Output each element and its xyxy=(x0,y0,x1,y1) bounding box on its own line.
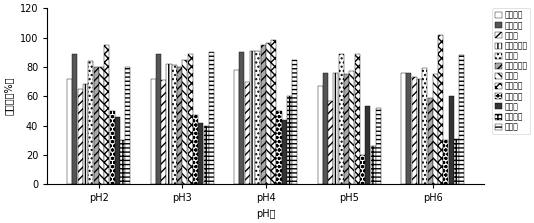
Bar xyxy=(193,115,198,184)
Bar xyxy=(93,67,99,184)
Bar xyxy=(73,54,77,184)
Bar xyxy=(282,120,287,184)
Bar xyxy=(239,52,245,184)
Bar xyxy=(209,52,214,184)
Bar xyxy=(339,54,344,184)
Bar xyxy=(245,82,250,184)
Bar xyxy=(104,45,109,184)
Bar xyxy=(183,60,187,184)
Bar xyxy=(428,98,433,184)
Bar xyxy=(167,64,171,184)
Bar xyxy=(187,54,193,184)
Bar xyxy=(443,140,449,184)
Bar xyxy=(333,73,339,184)
Bar xyxy=(198,123,203,184)
Bar xyxy=(293,60,297,184)
Legend: 磺胺嘧啶, 环丙沙星, 替硝唑, 磺胺甲恶唑, 氯霉素, 头孢呋辛酯, 酮洛芬, 甲芬那酸, 托芬那酸, 萘普生, 吡罗昔康, 舒林酸: 磺胺嘧啶, 环丙沙星, 替硝唑, 磺胺甲恶唑, 氯霉素, 头孢呋辛酯, 酮洛芬,… xyxy=(492,8,530,134)
Bar xyxy=(318,86,323,184)
Bar xyxy=(177,67,182,184)
Bar xyxy=(422,68,427,184)
Bar xyxy=(355,54,360,184)
Bar xyxy=(88,61,93,184)
Bar xyxy=(67,78,72,184)
Bar xyxy=(78,89,83,184)
Bar xyxy=(203,126,209,184)
X-axis label: pH値: pH値 xyxy=(256,209,276,219)
Bar xyxy=(156,54,161,184)
Bar xyxy=(83,85,88,184)
Bar xyxy=(344,74,349,184)
Bar xyxy=(115,117,120,184)
Y-axis label: 回收率（%）: 回收率（%） xyxy=(4,77,14,116)
Bar xyxy=(406,73,411,184)
Bar xyxy=(161,80,166,184)
Bar xyxy=(109,111,115,184)
Bar xyxy=(255,51,260,184)
Bar xyxy=(266,43,271,184)
Bar xyxy=(250,51,255,184)
Bar xyxy=(365,106,370,184)
Bar xyxy=(99,67,104,184)
Bar xyxy=(172,65,177,184)
Bar xyxy=(412,77,417,184)
Bar xyxy=(261,45,265,184)
Bar xyxy=(234,70,239,184)
Bar xyxy=(323,73,328,184)
Bar xyxy=(125,67,130,184)
Bar xyxy=(449,96,454,184)
Bar xyxy=(287,96,292,184)
Bar xyxy=(349,71,355,184)
Bar xyxy=(120,140,125,184)
Bar xyxy=(271,40,276,184)
Bar xyxy=(438,35,443,184)
Bar xyxy=(417,78,422,184)
Bar xyxy=(328,101,333,184)
Bar xyxy=(454,139,459,184)
Bar xyxy=(360,155,365,184)
Bar xyxy=(277,111,281,184)
Bar xyxy=(433,74,438,184)
Bar xyxy=(151,78,155,184)
Bar xyxy=(371,146,375,184)
Bar xyxy=(459,55,465,184)
Bar xyxy=(376,108,381,184)
Bar xyxy=(401,73,406,184)
